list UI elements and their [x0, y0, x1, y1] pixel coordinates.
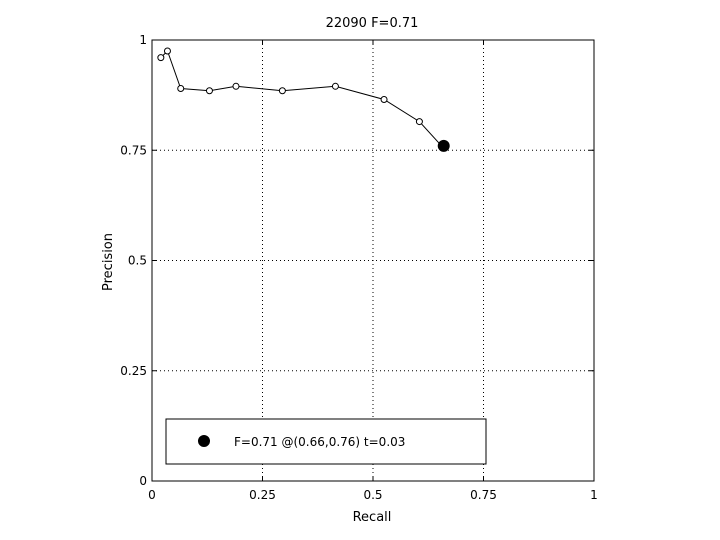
legend-marker — [198, 435, 210, 447]
y-tick-label: 1 — [139, 33, 147, 47]
series-area — [157, 47, 450, 152]
pr-curve-point — [380, 96, 388, 104]
y-tick-label: 0 — [139, 474, 147, 488]
y-tick-label: 0.25 — [120, 364, 147, 378]
pr-curve-point — [163, 47, 171, 55]
legend-box — [165, 418, 487, 465]
x-tick-label: 0.75 — [470, 488, 497, 502]
pr-curve-point — [331, 82, 339, 90]
pr-curve-point — [232, 82, 240, 90]
pr-curve-point — [205, 87, 213, 95]
pr-curve-point — [157, 54, 165, 62]
x-axis-label: Recall — [353, 510, 392, 525]
best-f-point — [437, 139, 450, 152]
grid — [152, 40, 594, 481]
y-tick-label: 0.75 — [120, 143, 147, 157]
chart-title: 22090 F=0.71 — [326, 16, 419, 31]
x-tick-label: 0.5 — [363, 488, 382, 502]
pr-curve-point — [415, 118, 423, 126]
legend: F=0.71 @(0.66,0.76) t=0.03 — [165, 418, 487, 465]
pr-curve-point — [278, 87, 286, 95]
y-tick-label: 0.5 — [128, 254, 147, 268]
pr-curve-point — [177, 85, 185, 93]
axis-ticks: 0 0.25 0.5 0.75 1 0 0.25 0.5 0.75 1 — [120, 33, 598, 502]
legend-entry: F=0.71 @(0.66,0.76) t=0.03 — [234, 435, 405, 449]
x-tick-label: 0 — [148, 488, 156, 502]
x-tick-label: 1 — [590, 488, 598, 502]
pr-curve-line — [160, 50, 442, 147]
y-axis-label: Precision — [101, 233, 116, 291]
x-tick-label: 0.25 — [249, 488, 276, 502]
